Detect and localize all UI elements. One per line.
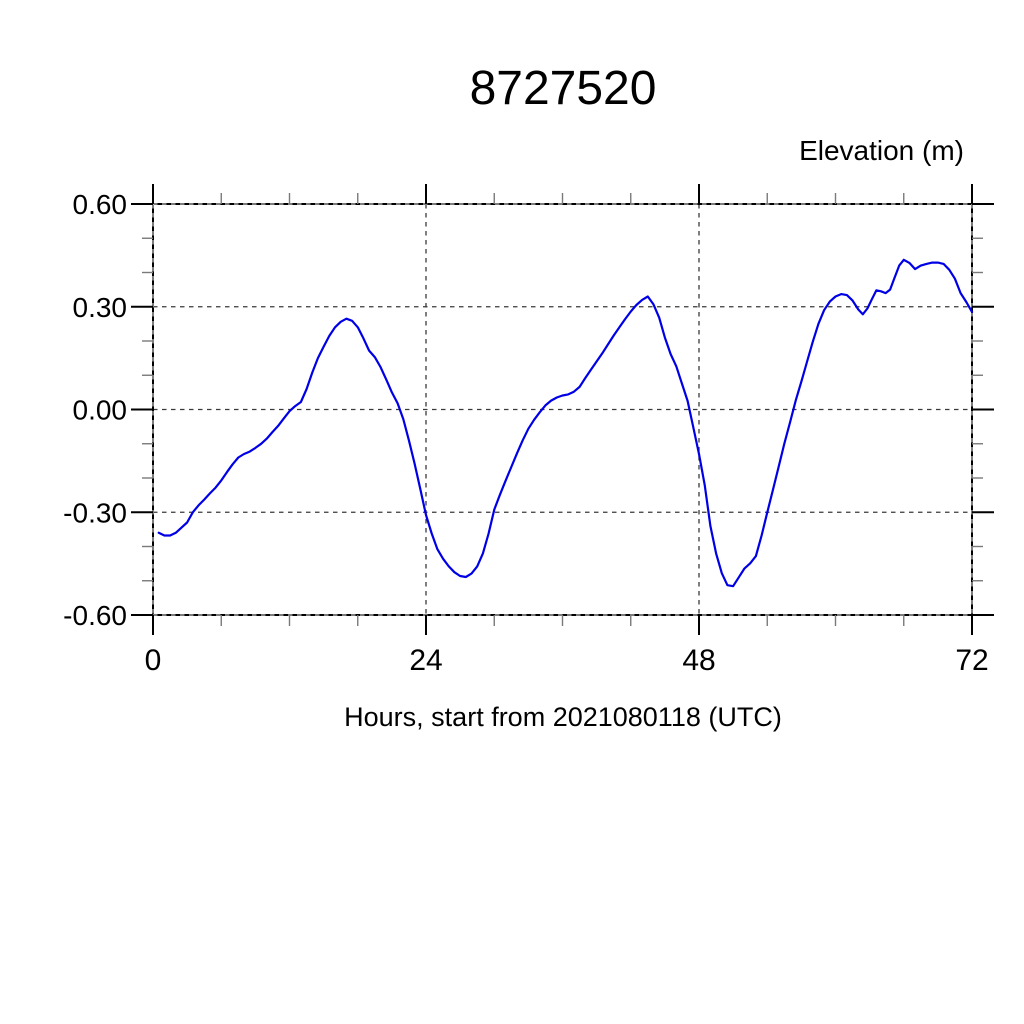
y-axis-tick-label: -0.30 (63, 497, 127, 528)
x-axis-tick-label: 0 (145, 644, 162, 677)
y-axis-title: Elevation (m) (799, 135, 964, 166)
elevation-line (157, 258, 974, 588)
x-axis-tick-label: 24 (409, 644, 442, 677)
y-axis-tick-label: 0.60 (73, 189, 128, 220)
y-axis-tick-label: 0.30 (73, 292, 128, 323)
chart-title: 8727520 (469, 62, 657, 115)
x-axis-tick-label: 72 (955, 644, 988, 677)
x-axis-label: Hours, start from 2021080118 (UTC) (344, 702, 782, 732)
y-axis-tick-label: 0.00 (73, 395, 128, 426)
y-axis-tick-label: -0.60 (63, 600, 127, 631)
x-axis-tick-label: 48 (682, 644, 715, 677)
